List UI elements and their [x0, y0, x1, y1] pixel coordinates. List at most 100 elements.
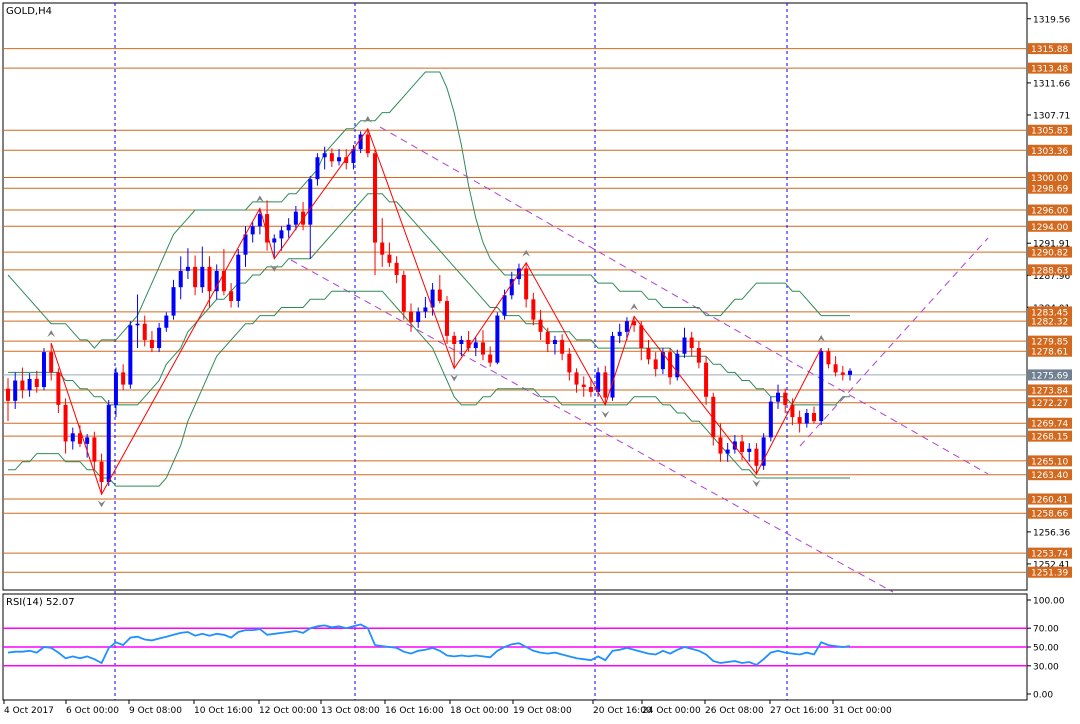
candle-body — [833, 364, 838, 373]
candle-body — [776, 392, 781, 402]
level-price-box — [1028, 566, 1072, 578]
candle-body — [423, 307, 428, 312]
candle-body — [63, 404, 68, 442]
rsi-tick-label: 100.00 — [1033, 597, 1065, 607]
candle-body — [495, 315, 500, 363]
level-price-box — [1028, 384, 1072, 396]
candle-body — [214, 270, 219, 292]
candle-body — [373, 153, 378, 243]
time-tick-label: 6 Oct 00:00 — [66, 706, 119, 716]
fractal-up-arrow — [47, 330, 56, 338]
candle-body — [265, 214, 270, 243]
candle-body — [696, 348, 701, 363]
candle-body — [279, 230, 284, 239]
time-tick-label: 16 Oct 16:00 — [385, 706, 444, 716]
level-price-box — [1028, 220, 1072, 232]
fractal-up-arrow — [630, 303, 639, 311]
level-price-box — [1028, 62, 1072, 74]
candle-body — [128, 325, 133, 385]
candle-body — [668, 352, 673, 378]
candle-body — [639, 325, 644, 349]
candle-body — [531, 299, 536, 320]
level-price-label: 1258.66 — [1031, 510, 1068, 520]
candle-body — [344, 157, 349, 163]
candle-body — [121, 372, 126, 385]
candle-body — [480, 342, 485, 355]
candle-body — [337, 157, 342, 162]
level-price-label: 1298.69 — [1031, 185, 1068, 195]
candle-body — [70, 433, 75, 442]
candle-body — [27, 378, 32, 391]
candle-body — [754, 448, 759, 466]
candle-body — [34, 378, 39, 388]
candle-body — [502, 295, 507, 316]
level-price-label: 1278.61 — [1031, 348, 1068, 358]
candle-body — [624, 321, 629, 332]
level-price-label: 1296.00 — [1031, 207, 1068, 217]
rsi-label: RSI(14) 52.07 — [6, 597, 75, 608]
zigzag-line — [50, 127, 822, 496]
candle-body — [596, 372, 601, 392]
candle-body — [725, 449, 730, 454]
time-tick-label: 26 Oct 08:00 — [705, 706, 764, 716]
candle-body — [718, 437, 723, 454]
candle-body — [437, 289, 442, 301]
candle-body — [329, 153, 334, 162]
time-tick-label: 18 Oct 00:00 — [450, 706, 509, 716]
candle-body — [509, 279, 514, 296]
candle-body — [394, 262, 399, 275]
candle-body — [193, 266, 198, 288]
price-tick-label: 1307.71 — [1033, 111, 1070, 121]
candle-body — [768, 401, 773, 438]
time-tick-label: 27 Oct 16:00 — [770, 706, 829, 716]
candle-body — [250, 226, 255, 235]
candle-body — [13, 380, 18, 401]
price-tick-label: 1256.36 — [1033, 528, 1070, 538]
candle-body — [6, 388, 10, 401]
level-price-box — [1028, 43, 1072, 55]
level-price-label: 1253.74 — [1031, 550, 1068, 560]
bollinger-upper-line — [7, 71, 850, 349]
candle-body — [401, 274, 406, 312]
candle-body — [783, 392, 788, 405]
level-price-label: 1269.74 — [1031, 420, 1068, 430]
candle-body — [243, 234, 248, 255]
level-price-label: 1283.45 — [1031, 308, 1068, 318]
candle-body — [351, 149, 356, 163]
level-price-label: 1268.15 — [1031, 433, 1068, 443]
level-price-box — [1028, 430, 1072, 442]
candle-body — [444, 300, 449, 336]
candle-body — [545, 331, 550, 344]
fractal-down-arrow — [97, 500, 106, 508]
level-price-box — [1028, 306, 1072, 318]
candle-body — [221, 270, 226, 292]
time-tick-label: 10 Oct 16:00 — [194, 706, 253, 716]
trend-line — [290, 259, 894, 593]
candle-body — [56, 372, 61, 405]
candle-body — [840, 372, 845, 375]
candle-body — [588, 387, 593, 392]
level-price-label: 1263.40 — [1031, 471, 1068, 481]
time-tick-label: 13 Oct 08:00 — [321, 706, 380, 716]
level-price-label: 1315.88 — [1031, 45, 1068, 55]
fractal-down-arrow — [601, 410, 610, 418]
candle-body — [610, 335, 615, 398]
price-tick-label: 1311.66 — [1033, 79, 1070, 89]
symbol-label: GOLD,H4 — [6, 6, 52, 17]
candle-body — [157, 327, 162, 349]
candle-body — [740, 441, 745, 452]
candle-body — [315, 157, 320, 180]
level-price-label: 1305.83 — [1031, 127, 1068, 137]
level-price-label: 1300.00 — [1031, 174, 1068, 184]
candle-body — [812, 413, 817, 422]
candle-body — [409, 311, 414, 323]
candle-body — [387, 254, 392, 263]
candle-body — [660, 352, 665, 370]
level-price-box — [1028, 455, 1072, 467]
candle-body — [790, 404, 795, 418]
fractal-up-arrow — [522, 249, 531, 257]
candle-body — [178, 270, 183, 288]
candle-body — [430, 289, 435, 308]
level-price-label: 1251.39 — [1031, 569, 1068, 579]
